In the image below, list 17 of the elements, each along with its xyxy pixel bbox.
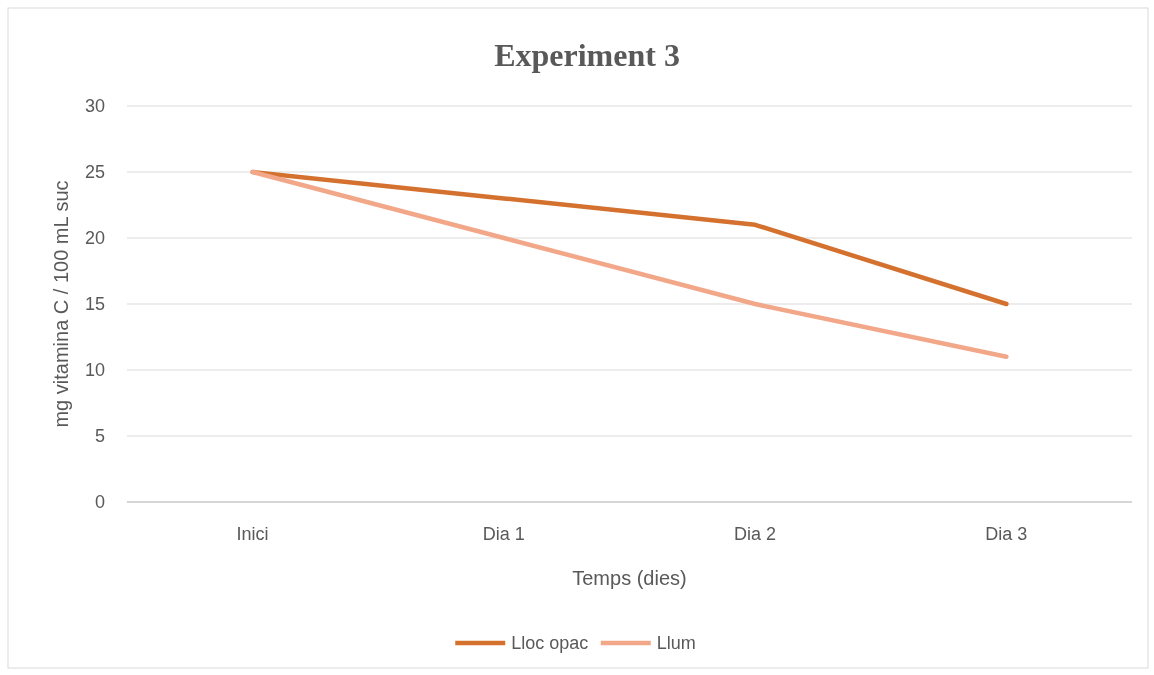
y-tick-label: 5	[94, 426, 105, 447]
y-tick-label: 30	[84, 96, 105, 117]
legend-label: Lloc opac	[511, 633, 589, 654]
chart-title: Experiment 3	[494, 37, 680, 73]
y-tick-label: 15	[84, 294, 105, 315]
x-tick-label: Inici	[236, 524, 269, 544]
y-tick-label: 10	[84, 360, 105, 381]
y-tick-label: 0	[94, 492, 105, 513]
x-axis-title: Temps (dies)	[572, 567, 687, 589]
legend-label: Llum	[656, 633, 696, 654]
x-tick-label: Dia 1	[482, 524, 525, 544]
line-series	[250, 169, 1009, 360]
x-tick-label: Dia 3	[985, 524, 1028, 544]
y-axis-title: mg vitamina C / 100 mL suc	[50, 180, 72, 428]
y-tick-label: 25	[84, 162, 105, 183]
x-tick-label: Dia 2	[734, 524, 777, 544]
y-tick-label: 20	[84, 228, 105, 249]
